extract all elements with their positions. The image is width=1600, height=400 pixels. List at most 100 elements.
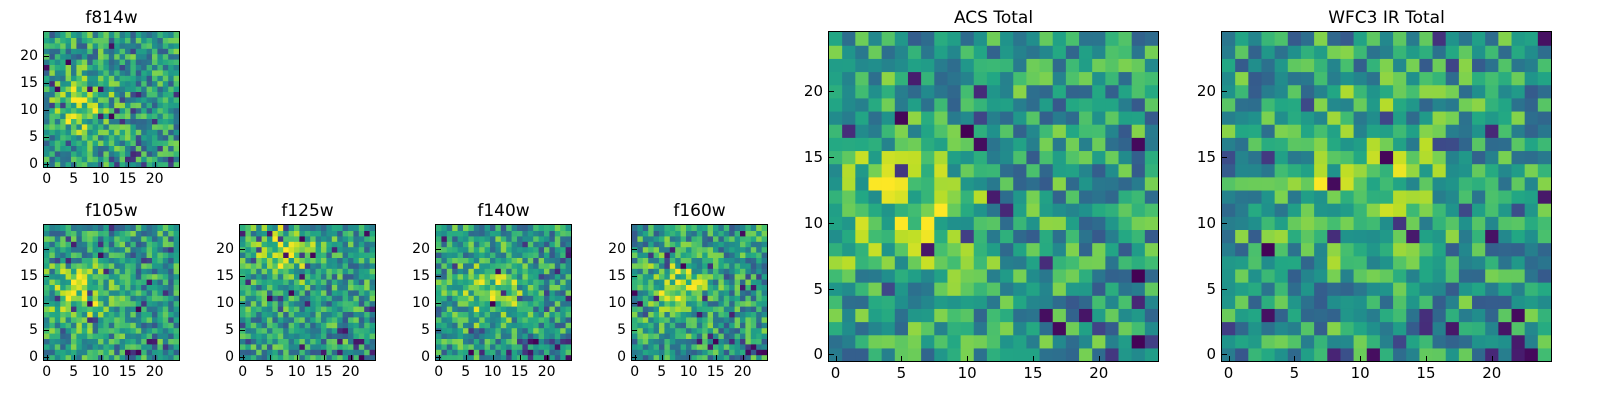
heatmap-cell: [157, 279, 164, 285]
heatmap-cell: [484, 354, 491, 360]
heatmap-cell: [81, 257, 88, 264]
heatmap-cell: [261, 311, 268, 318]
heatmap-cell: [675, 289, 682, 296]
heatmap-cell: [1353, 45, 1368, 59]
heatmap-cell: [441, 354, 448, 360]
heatmap-cell: [973, 150, 988, 165]
heatmap-cell: [294, 252, 300, 258]
heatmap-cell: [549, 338, 556, 345]
heatmap-cell: [49, 118, 56, 125]
heatmap-cell: [560, 316, 567, 323]
heatmap-cell: [310, 241, 317, 248]
heatmap-cell: [1274, 308, 1289, 323]
heatmap-cell: [1327, 71, 1342, 86]
heatmap-cell: [479, 333, 486, 339]
heatmap-cell: [119, 322, 126, 329]
heatmap-cell: [114, 75, 121, 82]
heatmap-cell: [119, 295, 126, 302]
heatmap-cell: [1092, 84, 1106, 99]
heatmap-cell: [304, 316, 311, 323]
y-tick-label: 0: [1206, 345, 1216, 364]
heatmap-cell: [973, 110, 988, 125]
heatmap-cell: [135, 140, 142, 146]
heatmap-cell: [267, 268, 273, 275]
heatmap-cell: [1065, 308, 1080, 323]
heatmap-cell: [696, 306, 703, 312]
heatmap-cell: [1366, 150, 1381, 165]
heatmap-cell: [71, 42, 77, 49]
heatmap-cell: [1052, 71, 1067, 86]
heatmap-cell: [1118, 347, 1133, 361]
heatmap-cell: [729, 284, 736, 291]
heatmap-cell: [71, 64, 77, 71]
heatmap-cell: [54, 252, 61, 258]
heatmap-cell: [842, 308, 856, 323]
heatmap-cell: [756, 273, 763, 280]
heatmap-cell: [71, 300, 77, 307]
heatmap-cell: [1026, 268, 1041, 283]
heatmap-cell: [326, 327, 333, 334]
heatmap-cell: [1052, 347, 1067, 361]
heatmap-cell: [506, 316, 513, 323]
heatmap-cell: [141, 86, 148, 92]
heatmap-cell: [527, 311, 534, 318]
heatmap-cell: [894, 97, 909, 112]
heatmap-cell: [669, 252, 676, 258]
heatmap-cell: [1105, 150, 1120, 165]
x-tick-label: 15: [510, 364, 529, 380]
heatmap-cell: [829, 150, 843, 165]
heatmap-cell: [653, 333, 660, 339]
heatmap-cell: [125, 75, 131, 82]
heatmap-cell: [81, 140, 88, 146]
heatmap-cell: [1340, 268, 1355, 283]
heatmap-cell: [549, 322, 556, 329]
heatmap-cell: [49, 53, 56, 60]
heatmap-cell: [669, 354, 676, 360]
heatmap-cell: [1144, 229, 1158, 244]
heatmap-cell: [713, 333, 719, 339]
heatmap-cell: [261, 235, 268, 242]
heatmap-cell: [130, 150, 137, 157]
heatmap-cell: [157, 306, 164, 312]
heatmap-cell: [168, 246, 175, 253]
heatmap-cell: [65, 252, 72, 258]
heatmap-cell: [146, 349, 153, 356]
heatmap-cell: [560, 279, 567, 285]
heatmap-cell: [358, 257, 365, 264]
heatmap-cell: [479, 262, 486, 269]
heatmap-cell: [986, 176, 1001, 191]
heatmap-cell: [315, 327, 322, 334]
heatmap-cell: [457, 300, 464, 307]
chart-title: f125w: [281, 201, 334, 221]
heatmap-cell: [894, 124, 909, 138]
heatmap-cell: [565, 262, 571, 269]
heatmap-cell: [973, 347, 988, 361]
heatmap-cell: [81, 123, 88, 130]
heatmap-cell: [934, 295, 949, 309]
heatmap-cell: [108, 156, 115, 163]
heatmap-cell: [135, 268, 142, 275]
heatmap-cell: [973, 229, 988, 244]
heatmap-cell: [707, 322, 714, 329]
heatmap-cell: [734, 311, 741, 318]
heatmap-cell: [331, 306, 338, 312]
heatmap-cell: [353, 343, 360, 350]
heatmap-cell: [1039, 58, 1054, 73]
heatmap-cell: [1379, 58, 1394, 73]
heatmap-cell: [168, 235, 175, 242]
heatmap-cell: [256, 343, 263, 350]
heatmap-cell: [868, 176, 883, 191]
heatmap-cell: [441, 338, 448, 345]
heatmap-cell: [119, 42, 126, 49]
heatmap-cell: [506, 343, 513, 350]
heatmap-cell: [173, 123, 179, 130]
heatmap-cell: [272, 268, 279, 275]
heatmap-cell: [868, 229, 883, 244]
heatmap-cell: [331, 327, 338, 334]
heatmap-cell: [1393, 334, 1407, 349]
heatmap-cell: [353, 354, 360, 360]
heatmap-cell: [81, 322, 88, 329]
heatmap-cell: [168, 64, 175, 71]
heatmap-cell: [321, 241, 327, 248]
heatmap-cell: [1065, 58, 1080, 73]
